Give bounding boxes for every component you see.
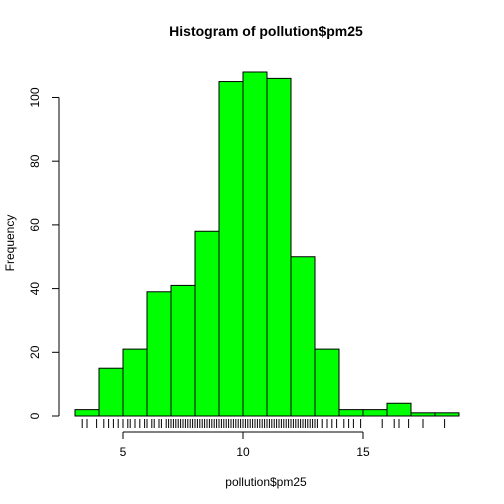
histogram-bar [410, 412, 436, 417]
x-tick-label: 15 [356, 445, 370, 459]
x-tick-label: 5 [120, 445, 127, 459]
x-axis: 5 10 15 [120, 431, 370, 459]
histogram-bar [242, 71, 268, 417]
histogram-bar [146, 291, 172, 417]
y-axis: 0 20 40 60 80 100 [28, 87, 60, 419]
x-axis-label: pollution$pm25 [225, 475, 307, 489]
y-tick-label: 0 [28, 412, 42, 419]
y-axis-label: Frequency [3, 215, 17, 272]
y-tick-label: 60 [28, 218, 42, 232]
chart-title: Histogram of pollution$pm25 [169, 23, 363, 39]
histogram-bar [290, 256, 316, 417]
histogram-bar [74, 409, 100, 417]
histogram-bar [218, 81, 244, 417]
y-tick-label: 40 [28, 282, 42, 296]
x-tick-label: 10 [236, 445, 250, 459]
y-tick-label: 80 [28, 154, 42, 168]
histogram-bar [362, 409, 388, 417]
histogram-bar [266, 77, 292, 417]
histogram-bar [386, 402, 412, 417]
histogram-bar [194, 230, 220, 417]
y-tick-label: 20 [28, 345, 42, 359]
histogram-bar [122, 348, 148, 417]
histogram-bar [314, 348, 340, 417]
histogram-bars [74, 71, 460, 417]
histogram-bar [434, 412, 460, 417]
histogram-bar [98, 367, 124, 417]
histogram-bar [170, 284, 196, 417]
y-tick-label: 100 [28, 87, 42, 107]
rug-marks [81, 419, 446, 428]
histogram-bar [338, 409, 364, 417]
